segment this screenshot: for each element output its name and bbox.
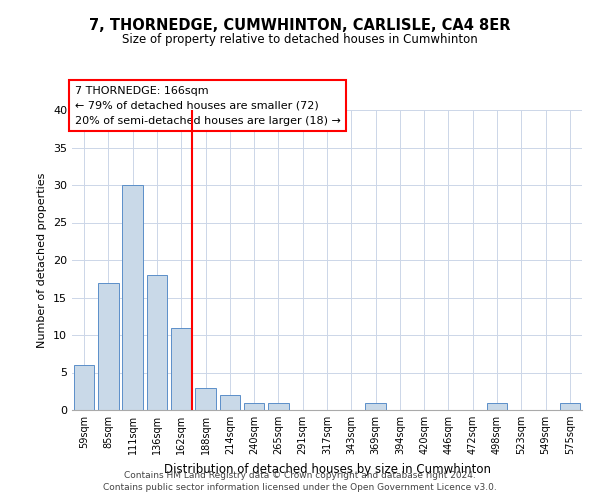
Bar [487,402,508,410]
Text: 7 THORNEDGE: 166sqm
← 79% of detached houses are smaller (72)
20% of semi-detach: 7 THORNEDGE: 166sqm ← 79% of detached ho… [74,86,340,126]
Text: Size of property relative to detached houses in Cumwhinton: Size of property relative to detached ho… [122,32,478,46]
Text: Contains HM Land Registry data © Crown copyright and database right 2024.
Contai: Contains HM Land Registry data © Crown c… [103,471,497,492]
Bar [244,402,265,410]
Bar [74,365,94,410]
Bar [171,328,191,410]
Bar [560,402,580,410]
Bar [195,388,216,410]
Bar [122,185,143,410]
Y-axis label: Number of detached properties: Number of detached properties [37,172,47,348]
Text: 7, THORNEDGE, CUMWHINTON, CARLISLE, CA4 8ER: 7, THORNEDGE, CUMWHINTON, CARLISLE, CA4 … [89,18,511,32]
Bar [146,275,167,410]
X-axis label: Distribution of detached houses by size in Cumwhinton: Distribution of detached houses by size … [163,462,491,475]
Bar [268,402,289,410]
Bar [365,402,386,410]
Bar [98,282,119,410]
Bar [220,395,240,410]
